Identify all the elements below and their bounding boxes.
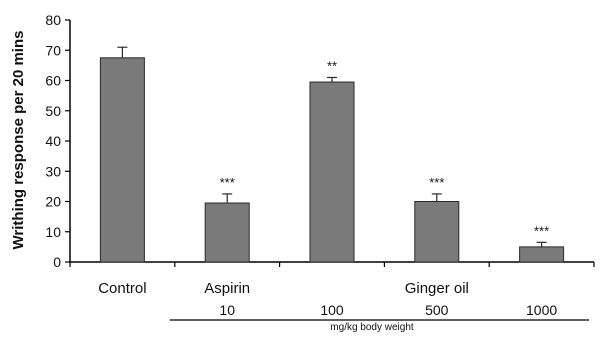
- significance-marker: **: [327, 58, 337, 73]
- bar: [519, 246, 565, 263]
- significance-marker: ***: [220, 175, 235, 190]
- y-tick-label: 20: [45, 194, 61, 210]
- significance-marker: ***: [534, 223, 549, 238]
- bars-group: [99, 46, 565, 263]
- y-tick-label: 10: [45, 224, 61, 240]
- y-tick-label: 60: [45, 73, 61, 89]
- dose-label: 500: [425, 302, 449, 318]
- y-tick-label: 30: [45, 163, 61, 179]
- axes: 0 10 20 30 40 50 60 70 80: [45, 12, 595, 321]
- dose-label: 100: [320, 302, 344, 318]
- y-tick-label: 80: [45, 12, 61, 28]
- y-tick-label: 50: [45, 103, 61, 119]
- y-tick-label: 40: [45, 133, 61, 149]
- x-axis-unit-label: mg/kg body weight: [330, 322, 414, 333]
- group-label: Aspirin: [204, 280, 250, 297]
- dose-label: 10: [219, 302, 235, 318]
- group-label: Ginger oil: [405, 280, 469, 297]
- bar: [309, 81, 355, 263]
- significance-marker: ***: [429, 175, 444, 190]
- bar: [204, 202, 250, 263]
- dose-label: 1000: [526, 302, 557, 318]
- bar: [99, 57, 145, 263]
- y-tick-label: 70: [45, 42, 61, 58]
- group-label: Control: [98, 280, 146, 297]
- bar: [414, 201, 460, 263]
- y-axis-label: Writhing response per 20 mins: [10, 31, 27, 250]
- y-tick-label: 0: [53, 254, 61, 270]
